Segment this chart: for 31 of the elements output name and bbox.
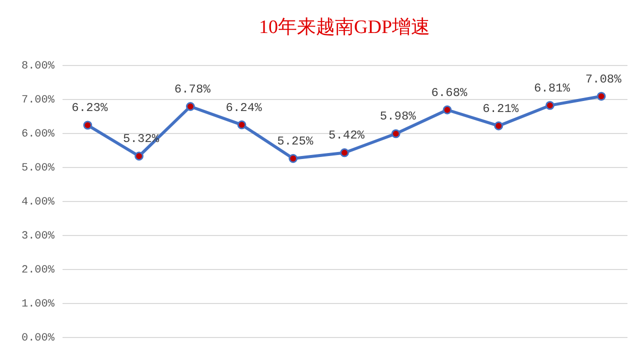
y-tick-label: 1.00%: [21, 298, 55, 310]
y-tick-label: 0.00%: [21, 332, 55, 343]
point: [288, 154, 298, 163]
y-tick-label: 8.00%: [21, 60, 55, 72]
point: [134, 152, 144, 161]
y-tick-label: 7.00%: [21, 94, 55, 106]
data-label: 6.81%: [534, 81, 571, 96]
data-label: 5.98%: [380, 110, 417, 124]
point: [596, 92, 606, 101]
point: [391, 129, 400, 138]
data-label: 6.21%: [482, 102, 520, 116]
y-tick-label: 6.00%: [21, 128, 55, 140]
y-tick-label: 3.00%: [21, 230, 55, 242]
point: [494, 121, 504, 130]
data-label: 6.24%: [226, 100, 263, 115]
data-label: 5.42%: [328, 128, 366, 143]
point: [237, 120, 246, 130]
y-tick-label: 5.00%: [21, 162, 55, 174]
data-label: 6.23%: [72, 101, 108, 116]
data-label: 7.08%: [585, 72, 622, 86]
y-tick-label: 2.00%: [21, 264, 55, 276]
chart-title: 10年来越南GDP增速: [258, 17, 430, 38]
point: [83, 120, 92, 130]
point: [442, 105, 452, 114]
point: [186, 102, 195, 111]
y-tick-label: 4.00%: [21, 196, 55, 208]
data-label: 5.25%: [277, 134, 314, 148]
point: [545, 101, 554, 110]
data-label: 6.68%: [431, 86, 468, 100]
point: [340, 148, 349, 158]
data-label: 6.78%: [174, 82, 212, 96]
